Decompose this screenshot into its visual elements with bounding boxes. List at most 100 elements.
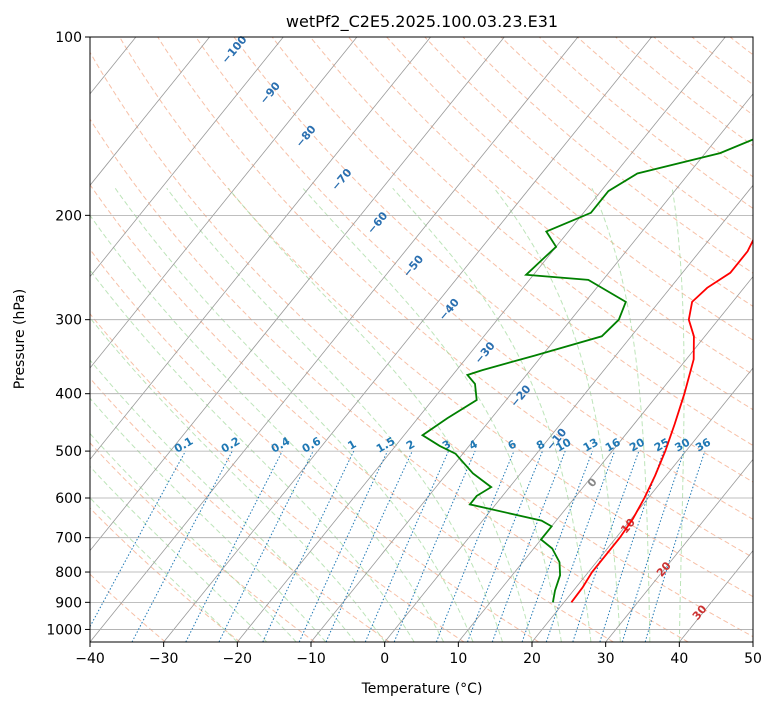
mixing-ratio-line xyxy=(364,450,449,642)
y-tick-label: 800 xyxy=(55,565,82,581)
moist-adiabat-line xyxy=(90,465,268,642)
dry-adiabat-line xyxy=(90,507,241,642)
y-tick-label: 700 xyxy=(55,531,82,547)
moist-adiabat-line xyxy=(302,187,562,642)
isotherm-line xyxy=(163,37,652,642)
isotherm-line xyxy=(457,276,753,642)
dry-adiabat-line xyxy=(233,37,753,483)
mixing-ratio-line xyxy=(644,450,706,642)
x-tick-label: 0 xyxy=(380,651,389,667)
dry-adiabat-label: −20 xyxy=(508,382,534,409)
moist-adiabat-line xyxy=(671,188,685,642)
dry-adiabat-line xyxy=(386,37,753,341)
x-axis-label: Temperature (°C) xyxy=(361,681,483,697)
mixing-ratio-line xyxy=(491,450,566,642)
mixing-ratio-line xyxy=(218,450,314,642)
dry-adiabat-line xyxy=(424,37,753,307)
dewpoint-profile-line xyxy=(420,138,753,603)
dry-adiabat-line xyxy=(90,118,689,642)
mixing-ratio-label: 6 xyxy=(506,437,519,452)
mixing-ratio-line xyxy=(185,450,283,642)
dry-adiabat-label: −50 xyxy=(400,252,426,279)
dry-adiabat-line xyxy=(119,37,753,598)
isotherm-line xyxy=(90,37,505,552)
moist-adiabat-line xyxy=(90,317,386,642)
plot-frame xyxy=(89,36,754,643)
dry-adiabat-line xyxy=(157,37,753,559)
dry-adiabat-line xyxy=(691,37,753,86)
mixing-ratio-line xyxy=(393,450,476,642)
mixing-ratio-label: 1 xyxy=(345,438,358,453)
mixing-ratio-label: 1.5 xyxy=(374,435,397,456)
moist-adiabat-line xyxy=(90,397,327,642)
x-tick-label: 30 xyxy=(597,651,615,667)
dry-adiabat-line xyxy=(90,51,753,638)
dry-adiabat-line xyxy=(90,442,315,642)
mixing-ratio-label: 2 xyxy=(404,438,417,453)
x-tick-label: −40 xyxy=(75,651,105,667)
x-tick-label: −20 xyxy=(223,651,253,667)
dry-adiabat-line xyxy=(348,37,753,376)
dry-adiabat-line xyxy=(271,37,753,447)
mixing-ratio-line xyxy=(298,450,388,642)
dry-adiabat-line xyxy=(90,312,465,642)
isotherm-line xyxy=(90,37,358,369)
mixing-ratio-label: 0.2 xyxy=(219,435,242,456)
mixing-ratio-line xyxy=(621,450,685,642)
dry-adiabat-line xyxy=(90,377,390,642)
x-tick-label: 10 xyxy=(449,651,467,667)
x-tick-label: −30 xyxy=(149,651,179,667)
isotherm-line xyxy=(0,37,62,642)
dry-adiabat-label: −80 xyxy=(293,123,319,150)
isotherm-line xyxy=(90,37,579,642)
dry-adiabat-line xyxy=(90,248,540,642)
mixing-ratio-line xyxy=(131,450,233,642)
moist-adiabat-line xyxy=(591,188,651,642)
moist-adiabat-line xyxy=(90,269,415,642)
dry-adiabat-label: 0 xyxy=(585,475,600,489)
isotherm-line xyxy=(752,641,753,642)
mixing-ratio-line xyxy=(325,450,413,642)
chart-title: wetPf2_C2E5.2025.100.03.23.E31 xyxy=(286,12,558,32)
mixing-ratio-line xyxy=(262,450,355,642)
dry-adiabat-line xyxy=(90,183,614,642)
dry-adiabat-line xyxy=(538,37,753,209)
x-tick-label: −10 xyxy=(296,651,326,667)
mixing-ratio-label: 0.6 xyxy=(300,434,324,455)
moist-adiabat-line xyxy=(90,432,297,642)
mixing-ratio-line xyxy=(599,450,665,642)
mixing-ratio-label: 13 xyxy=(581,436,601,455)
mixing-ratio-label: 16 xyxy=(603,435,623,454)
dry-adiabat-line xyxy=(309,37,753,411)
x-tick-label: 40 xyxy=(670,651,688,667)
y-tick-label: 100 xyxy=(55,30,82,46)
isotherm-line xyxy=(384,184,753,642)
y-tick-label: 400 xyxy=(55,387,82,403)
isotherm-line xyxy=(310,93,753,642)
y-tick-label: 500 xyxy=(55,444,82,460)
y-tick-label: 1000 xyxy=(46,622,82,638)
mixing-ratio-label: 30 xyxy=(672,435,692,454)
temperature-profile-line xyxy=(570,238,753,603)
mixing-ratio-line xyxy=(90,450,186,628)
dry-adiabat-label: 20 xyxy=(654,559,674,579)
y-tick-label: 300 xyxy=(55,313,82,329)
y-tick-label: 200 xyxy=(55,208,82,224)
dry-adiabat-label: −60 xyxy=(365,209,391,236)
dry-adiabat-label: 30 xyxy=(690,602,710,622)
dry-adiabat-label: −90 xyxy=(257,79,283,106)
y-tick-label: 900 xyxy=(55,595,82,611)
dry-adiabat-line xyxy=(768,37,775,642)
moist-adiabat-line xyxy=(228,187,533,642)
x-tick-label: 20 xyxy=(523,651,541,667)
dry-adiabat-label: −30 xyxy=(472,339,498,366)
moist-adiabat-line xyxy=(90,214,445,642)
mixing-ratio-line xyxy=(435,450,515,642)
isotherm-line xyxy=(90,37,210,186)
x-tick-label: 50 xyxy=(744,651,762,667)
isotherm-line xyxy=(236,37,726,642)
mixing-ratio-line xyxy=(545,450,616,642)
moist-adiabat-line xyxy=(90,359,356,642)
isotherm-line xyxy=(531,367,753,642)
